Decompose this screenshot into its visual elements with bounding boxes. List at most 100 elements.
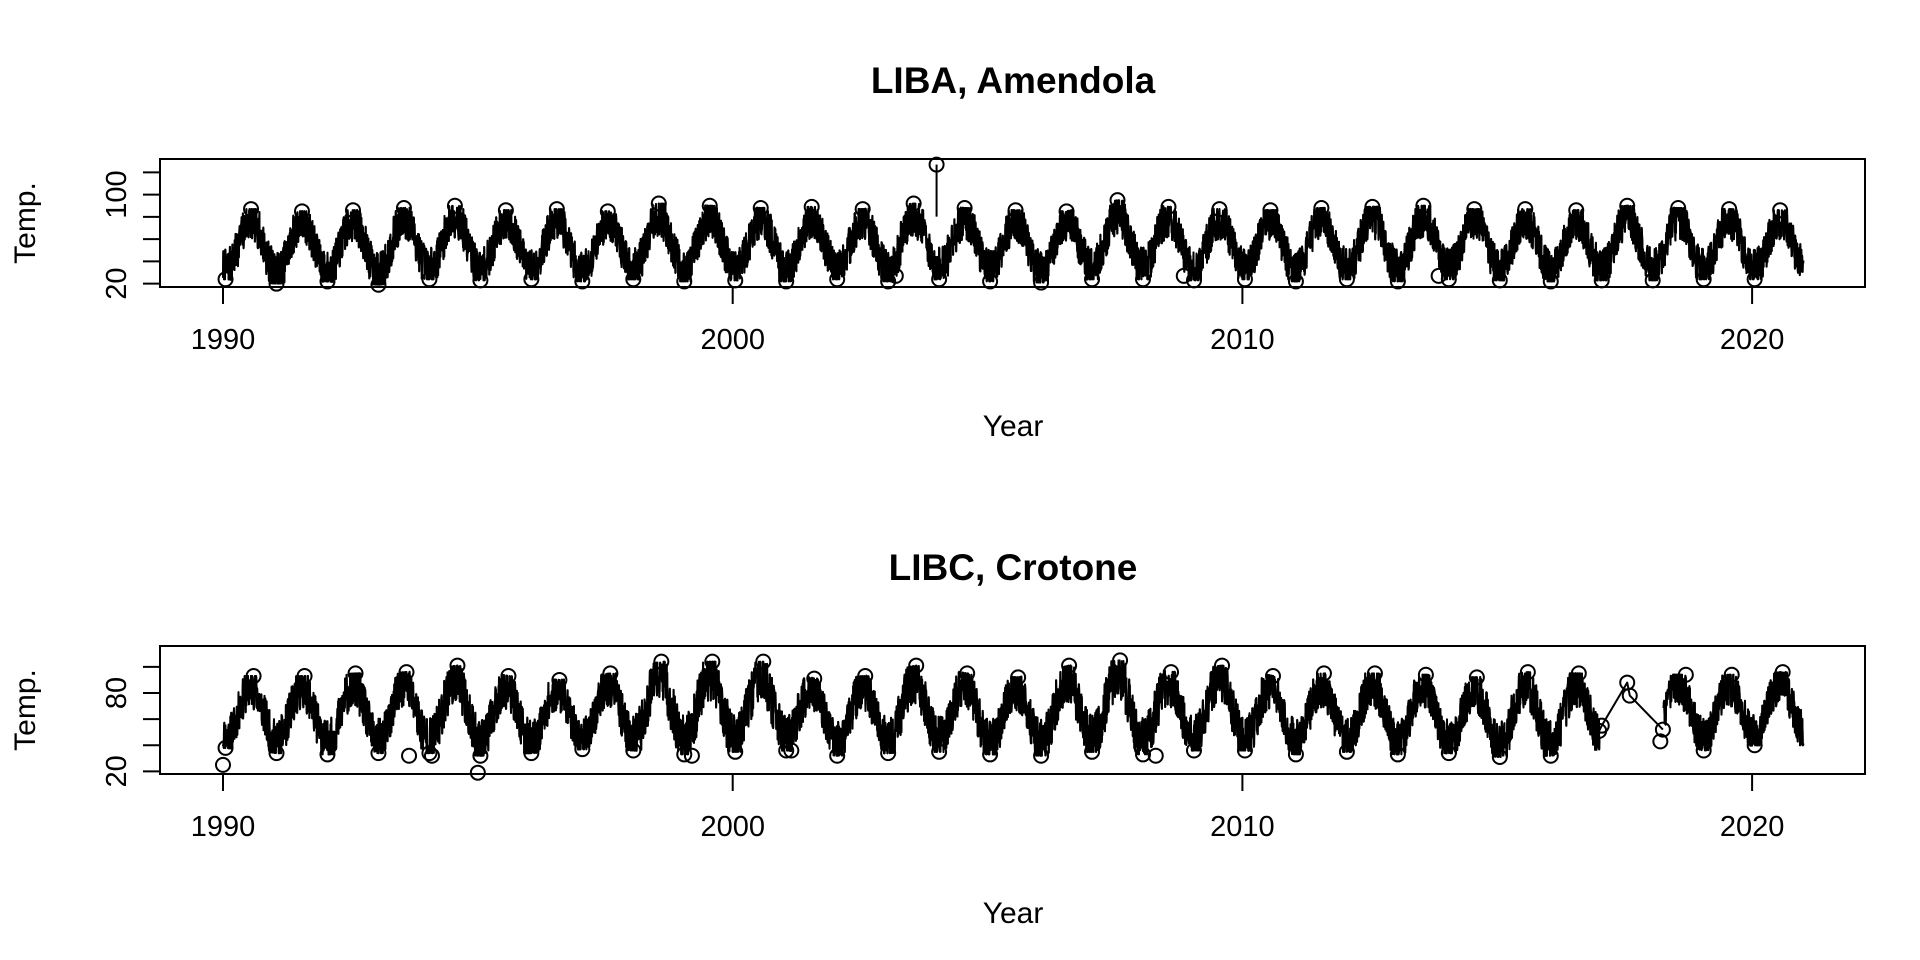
trough-point xyxy=(1695,742,1712,759)
y-tick-label: 20 xyxy=(101,268,133,300)
panel-liba-y-axis-label: Temp. xyxy=(9,182,42,264)
trough-point xyxy=(1033,747,1050,764)
gap-connector-line xyxy=(1598,681,1664,732)
peak-point xyxy=(905,195,922,212)
panel-liba: LIBA, Amendola 1990 2000 2010 2020 20 100 Ye… xyxy=(9,60,1866,443)
peak-point xyxy=(1417,666,1434,683)
trough-point xyxy=(1542,747,1559,764)
peak-point xyxy=(551,671,568,688)
peak-point xyxy=(1677,666,1694,683)
peak-point xyxy=(1007,202,1024,219)
x-tick-label: 2000 xyxy=(700,324,765,356)
panel-libc-title: LIBC, Crotone xyxy=(889,547,1138,588)
panel-liba-y-ticks: 20 100 xyxy=(101,170,160,300)
peak-point xyxy=(1315,665,1332,682)
trough-point xyxy=(1236,742,1253,759)
panel-libc-x-axis-label: Year xyxy=(983,897,1044,930)
x-tick-label: 1990 xyxy=(191,324,256,356)
peak-point xyxy=(1010,669,1027,686)
peak-point xyxy=(803,198,820,215)
x-tick-label: 2010 xyxy=(1210,811,1275,843)
x-tick-label: 2010 xyxy=(1210,324,1275,356)
peak-point xyxy=(1774,664,1791,681)
peak-point xyxy=(653,653,670,670)
peak-point xyxy=(1214,657,1231,674)
trough-point xyxy=(1542,273,1559,290)
peak-point xyxy=(956,199,973,216)
peak-point xyxy=(347,665,364,682)
peak-point xyxy=(296,668,313,685)
peak-point xyxy=(245,668,262,685)
peak-point xyxy=(1619,197,1636,214)
peak-point xyxy=(752,199,769,216)
gap-point xyxy=(1593,717,1610,734)
peak-point xyxy=(1723,666,1740,683)
peak-point xyxy=(1366,665,1383,682)
peak-point xyxy=(1109,192,1126,209)
y-tick-label: 80 xyxy=(101,677,133,709)
temperature-series-line xyxy=(1662,671,1805,752)
outlier-point xyxy=(1430,267,1447,284)
peak-point xyxy=(704,653,721,670)
peak-point xyxy=(650,195,667,212)
x-tick-label: 1990 xyxy=(191,811,256,843)
trough-point xyxy=(880,745,897,762)
panel-libc-x-ticks: 1990 2000 2010 2020 xyxy=(191,774,1785,843)
peak-point xyxy=(959,665,976,682)
trough-point xyxy=(1491,749,1508,766)
outlier-point xyxy=(928,156,945,173)
trough-point xyxy=(1084,743,1101,760)
peak-point xyxy=(1721,201,1738,218)
trough-point xyxy=(1389,273,1406,290)
trough-point xyxy=(676,273,693,290)
peak-point xyxy=(1364,198,1381,215)
trough-point xyxy=(319,746,336,763)
trough-point xyxy=(727,743,744,760)
peak-point xyxy=(1211,201,1228,218)
outlier-point xyxy=(683,747,700,764)
panel-liba-title: LIBA, Amendola xyxy=(871,60,1156,101)
peak-point xyxy=(599,203,616,220)
peak-point xyxy=(548,201,565,218)
temperature-series-line xyxy=(222,659,1601,758)
peak-point xyxy=(1519,664,1536,681)
trough-point xyxy=(472,747,489,764)
trough-point xyxy=(1033,274,1050,291)
panel-liba-x-ticks: 1990 2000 2010 2020 xyxy=(191,287,1784,356)
peak-point xyxy=(1570,665,1587,682)
trough-point xyxy=(1652,733,1669,750)
peak-point xyxy=(1112,652,1129,669)
peak-point xyxy=(294,203,311,220)
peak-point xyxy=(395,199,412,216)
peak-point xyxy=(1517,201,1534,218)
peak-point xyxy=(602,665,619,682)
trough-point xyxy=(778,273,795,290)
peak-point xyxy=(857,668,874,685)
trough-point xyxy=(829,747,846,764)
trough-point xyxy=(1287,273,1304,290)
trough-point xyxy=(982,746,999,763)
trough-point xyxy=(217,739,234,756)
trough-point xyxy=(370,745,387,762)
peak-point xyxy=(497,202,514,219)
panel-libc-y-axis-label: Temp. xyxy=(9,669,42,751)
x-tick-label: 2020 xyxy=(1720,811,1785,843)
trough-point xyxy=(523,745,540,762)
peak-point xyxy=(1262,202,1279,219)
peak-point xyxy=(701,197,718,214)
gap-point xyxy=(1654,721,1671,738)
peak-point xyxy=(1264,668,1281,685)
y-tick-label: 20 xyxy=(101,755,133,787)
outlier-point xyxy=(783,742,800,759)
peak-point xyxy=(1160,198,1177,215)
outlier-point xyxy=(423,747,440,764)
trough-point xyxy=(1135,746,1152,763)
trough-point xyxy=(931,743,948,760)
trough-point xyxy=(268,275,285,292)
trough-point xyxy=(574,741,591,758)
x-tick-label: 2000 xyxy=(700,811,765,843)
trough-point xyxy=(676,746,693,763)
peak-point xyxy=(1568,202,1585,219)
outlier-point xyxy=(401,747,418,764)
